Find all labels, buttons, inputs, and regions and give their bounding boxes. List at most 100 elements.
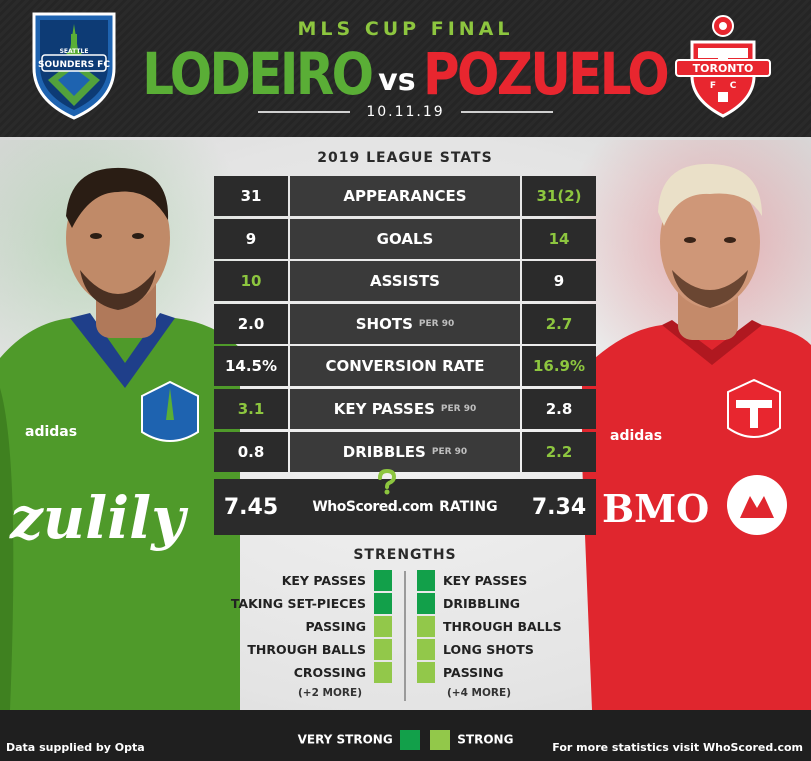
- whoscored-question-icon: [378, 469, 397, 495]
- strength-item: LONG SHOTS: [417, 638, 609, 661]
- stat-left-value: 10: [214, 261, 288, 302]
- stat-row: 14.5% CONVERSION RATE 16.9%: [214, 346, 596, 387]
- event-title: MLS CUP FINAL: [297, 18, 514, 40]
- strength-item: CROSSING: [200, 661, 392, 684]
- strength-label: CROSSING: [293, 665, 366, 680]
- svg-text:C: C: [730, 81, 737, 91]
- stat-label-sub: PER 90: [440, 403, 477, 414]
- svg-text:F: F: [710, 81, 716, 91]
- vs-label: vs: [378, 62, 416, 98]
- strength-legend: VERY STRONG STRONG: [0, 730, 811, 750]
- stat-label-text: APPEARANCES: [343, 187, 467, 205]
- stat-label-sub: PER 90: [418, 318, 455, 329]
- stat-label: SHOTS PER 90: [290, 303, 520, 344]
- stat-label: APPEARANCES: [290, 176, 520, 216]
- rating-left-value: 7.45: [223, 494, 279, 520]
- strength-label: KEY PASSES: [281, 573, 366, 588]
- stat-label-text: CONVERSION RATE: [325, 357, 485, 376]
- stat-label-sub: PER 90: [431, 446, 468, 457]
- stat-row: 3.1 KEY PASSES PER 90 2.8: [214, 388, 596, 429]
- date-line-right: [461, 111, 554, 113]
- strength-item: KEY PASSES: [200, 569, 392, 592]
- stat-left-value: 3.1: [214, 388, 288, 429]
- strength-item: PASSING: [200, 615, 392, 638]
- toronto-fc-crest-icon: F C TORONTO: [675, 15, 771, 118]
- stat-row: 10 ASSISTS 9: [214, 261, 596, 302]
- stat-right-value: 9: [522, 261, 596, 302]
- stat-row: 2.0 SHOTS PER 90 2.7: [214, 303, 596, 344]
- date-line-left: [257, 111, 350, 113]
- player-left-photo: adidas zulily: [0, 167, 240, 710]
- strength-label: PASSING: [305, 619, 366, 634]
- legend-strong-label: STRONG: [457, 732, 514, 747]
- stat-label: KEY PASSES PER 90: [290, 388, 520, 429]
- strengths-left-more: (+2 MORE): [298, 687, 362, 699]
- strength-label: KEY PASSES: [443, 573, 528, 588]
- strength-level-marker: [417, 639, 435, 660]
- strength-label: DRIBBLING: [443, 596, 521, 611]
- stat-label-text: DRIBBLES: [342, 442, 426, 461]
- legend-strong-swatch: [430, 730, 451, 750]
- stat-label: GOALS: [290, 218, 520, 259]
- header-banner: MLS CUP FINAL LODEIRO vs POZUELO 10.11.1…: [0, 0, 811, 137]
- stat-right-value: 31(2): [522, 176, 596, 216]
- stats-table: 31 APPEARANCES 31(2) 9 GOALS 14 10 ASSIS…: [214, 176, 596, 474]
- strength-label: LONG SHOTS: [443, 642, 534, 657]
- stat-left-value: 31: [214, 176, 288, 216]
- stat-right-value: 2.7: [522, 303, 596, 344]
- strength-item: DRIBBLING: [417, 592, 609, 615]
- strength-item: PASSING: [417, 661, 609, 684]
- stat-left-value: 14.5%: [214, 346, 288, 387]
- strength-item: TAKING SET-PIECES: [200, 592, 392, 615]
- stat-label: CONVERSION RATE: [290, 346, 520, 387]
- seattle-sounders-crest-icon: SEATTLE SOUNDERS FC: [32, 12, 116, 120]
- strengths-title: STRENGTHS: [353, 547, 457, 563]
- stat-left-value: 2.0: [214, 303, 288, 344]
- rating-row: 7.45 WhoScored.com RATING 7.34: [214, 469, 596, 535]
- whoscored-link-text[interactable]: For more statistics visit WhoScored.com: [552, 741, 803, 754]
- stat-row: 31 APPEARANCES 31(2): [214, 176, 596, 216]
- jersey-right-brand: adidas: [610, 428, 662, 444]
- stat-right-value: 2.2: [522, 431, 596, 472]
- match-date-row: 10.11.19: [0, 104, 811, 120]
- strengths-right: KEY PASSES DRIBBLING THROUGH BALLS LONG …: [417, 569, 609, 702]
- stat-row: 9 GOALS 14: [214, 218, 596, 259]
- stat-left-value: 0.8: [214, 431, 288, 472]
- stat-label: DRIBBLES PER 90: [290, 431, 520, 472]
- strength-label: THROUGH BALLS: [247, 642, 366, 657]
- player-right-photo: adidas BMO: [582, 163, 811, 710]
- strength-item: THROUGH BALLS: [417, 615, 609, 638]
- stat-left-value: 9: [214, 218, 288, 259]
- legend-very-strong-swatch: [399, 730, 420, 750]
- strength-item: THROUGH BALLS: [200, 638, 392, 661]
- match-date: 10.11.19: [366, 104, 445, 120]
- stat-right-value: 16.9%: [522, 346, 596, 387]
- strengths-divider: [404, 571, 406, 701]
- player-names: LODEIRO vs POZUELO: [0, 40, 811, 108]
- whoscored-logo: WhoScored.com: [312, 469, 434, 515]
- svg-text:SOUNDERS FC: SOUNDERS FC: [38, 60, 110, 70]
- jersey-right-sponsor: BMO: [602, 486, 709, 531]
- rating-label-area: WhoScored.com RATING: [288, 469, 522, 535]
- stat-label-text: ASSISTS: [370, 272, 440, 291]
- rating-right-value: 7.34: [531, 494, 587, 520]
- stat-right-value: 2.8: [522, 388, 596, 429]
- stats-title: 2019 LEAGUE STATS: [317, 150, 493, 166]
- rating-label: RATING: [439, 499, 498, 515]
- strength-label: THROUGH BALLS: [443, 619, 562, 634]
- stat-label-text: GOALS: [376, 229, 434, 248]
- jersey-left-sponsor: zulily: [9, 484, 189, 552]
- strength-level-marker: [374, 639, 392, 660]
- strengths-left: KEY PASSES TAKING SET-PIECES PASSING THR…: [200, 569, 392, 702]
- stat-label: ASSISTS: [290, 261, 520, 302]
- stat-label-text: KEY PASSES: [333, 399, 435, 418]
- stat-right-value: 14: [522, 218, 596, 259]
- strength-label: TAKING SET-PIECES: [230, 596, 366, 611]
- strength-item: KEY PASSES: [417, 569, 609, 592]
- legend-very-strong-label: VERY STRONG: [297, 732, 393, 747]
- strength-level-marker: [417, 616, 435, 637]
- strength-level-marker: [417, 662, 435, 683]
- whoscored-brand-text: WhoScored.com: [312, 499, 434, 515]
- jersey-left-brand: adidas: [25, 424, 77, 440]
